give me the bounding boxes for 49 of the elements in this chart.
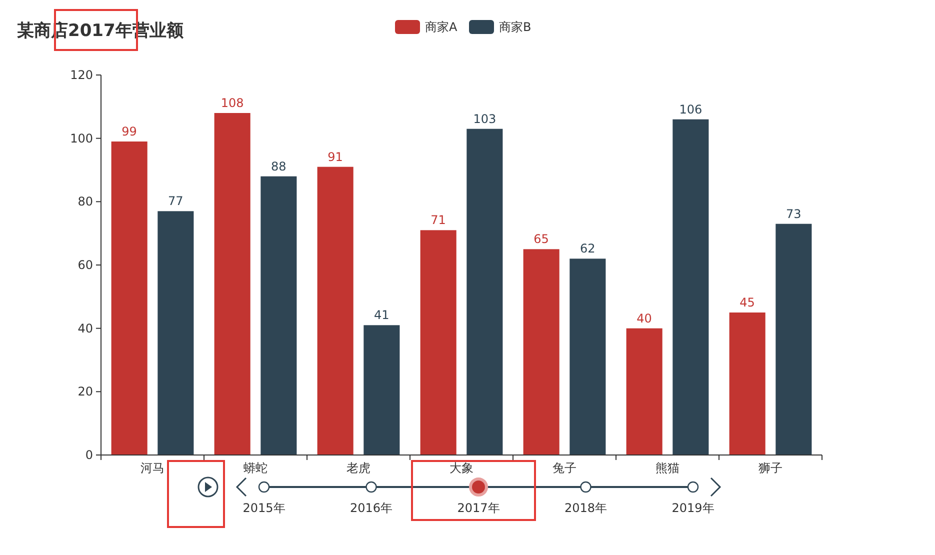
y-tick-label: 0 (85, 448, 93, 462)
data-label: 88 (271, 159, 286, 174)
text: 2016年 (350, 501, 393, 515)
data-label: 108 (220, 96, 244, 110)
x-tick-label: 狮子 (758, 461, 782, 475)
x-tick-label: 熊猫 (656, 461, 680, 475)
x-tick-label: 河马 (140, 461, 164, 475)
data-label: 62 (580, 242, 596, 256)
data-label: 77 (168, 194, 184, 208)
bar (729, 312, 766, 455)
text: 2017年 (457, 501, 500, 515)
bar (626, 328, 662, 455)
data-label: 45 (740, 296, 755, 310)
bar (260, 176, 297, 455)
text: 2019年 (672, 501, 714, 515)
bar (672, 119, 709, 455)
y-tick-label: 20 (78, 384, 93, 399)
bar (466, 128, 503, 455)
text: 2018年 (564, 501, 608, 515)
bar (214, 113, 250, 455)
legend-label: 商家A (425, 20, 458, 34)
bar (570, 258, 606, 455)
text: 2015年 (242, 501, 286, 515)
data-label: 91 (328, 150, 343, 164)
data-label: 65 (534, 232, 549, 246)
data-label: 103 (473, 112, 496, 126)
data-label: 106 (679, 102, 702, 116)
data-label: 99 (122, 124, 137, 138)
bar (111, 142, 148, 455)
legend-label: 商家B (499, 20, 532, 34)
y-tick-label: 40 (78, 321, 93, 336)
bar (420, 230, 456, 455)
data-label: 41 (374, 308, 390, 322)
bar (158, 211, 194, 455)
y-tick-label: 120 (70, 68, 93, 82)
data-label: 71 (430, 213, 446, 228)
bar (776, 224, 812, 455)
data-label: 73 (786, 206, 802, 221)
bar (523, 249, 560, 455)
y-tick-label: 60 (78, 258, 93, 272)
bar (317, 166, 354, 455)
bar (364, 325, 400, 455)
x-tick-label: 兔子 (552, 461, 576, 475)
y-tick-label: 80 (78, 194, 93, 209)
x-tick-label: 蟒蛇 (244, 461, 268, 475)
y-tick-label: 100 (70, 131, 93, 146)
x-tick-label: 老虎 (346, 461, 370, 475)
data-label: 40 (636, 311, 652, 326)
x-tick-label: 大象 (450, 461, 474, 475)
